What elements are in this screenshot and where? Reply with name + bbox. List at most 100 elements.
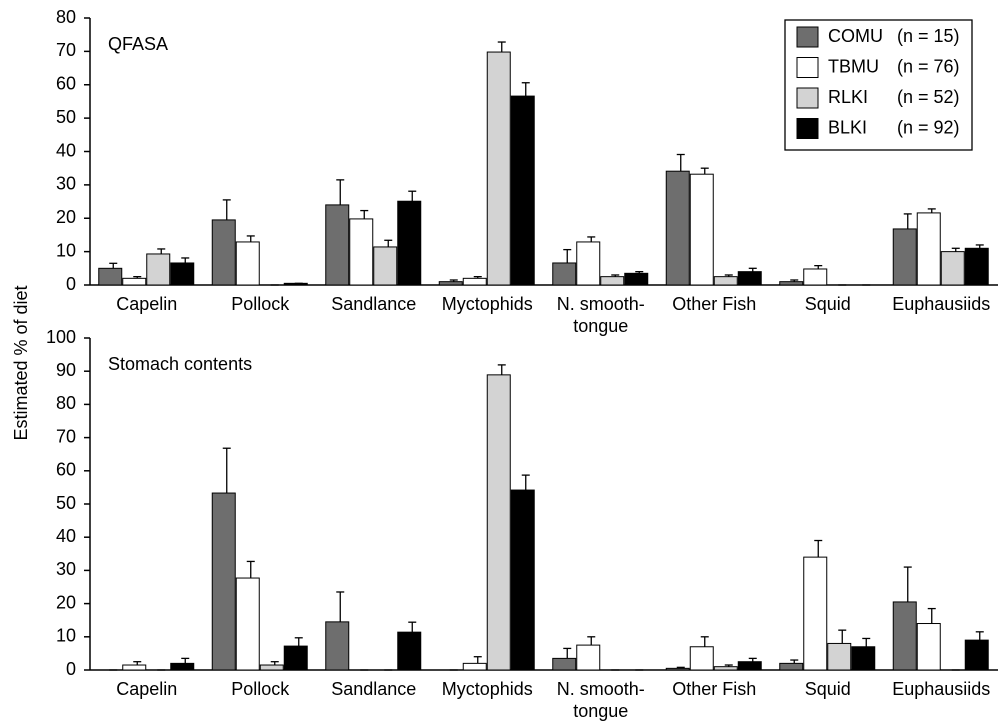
y-tick-label: 0 <box>66 659 76 679</box>
bar <box>916 212 941 286</box>
error-bar <box>927 607 936 624</box>
error-bar <box>587 636 596 646</box>
bar <box>349 218 374 286</box>
y-tick-label: 30 <box>56 174 76 194</box>
x-tick-label: Other Fish <box>672 294 756 314</box>
y-tick-label: 40 <box>56 526 76 546</box>
bar <box>235 241 260 286</box>
legend-sample-size: (n = 52) <box>897 87 960 107</box>
x-tick-label: Euphausiids <box>892 679 990 699</box>
y-tick-label: 70 <box>56 40 76 60</box>
bar <box>170 662 195 671</box>
y-tick-label: 50 <box>56 493 76 513</box>
error-bar <box>838 629 847 644</box>
bar <box>373 246 398 286</box>
error-bar <box>587 236 596 242</box>
bar <box>462 277 487 286</box>
y-tick-label: 20 <box>56 592 76 612</box>
bar <box>122 664 147 671</box>
bar <box>510 95 535 286</box>
error-bar <box>975 244 984 249</box>
bar <box>552 657 577 671</box>
x-tick-label: Pollock <box>231 679 290 699</box>
bar <box>665 667 690 671</box>
error-bar <box>563 647 572 659</box>
x-tick-label: Pollock <box>231 294 290 314</box>
error-bar <box>790 279 799 282</box>
y-tick-label: 80 <box>56 393 76 413</box>
bar <box>486 51 511 286</box>
bar <box>486 374 511 671</box>
error-bar <box>724 274 733 277</box>
bar <box>713 276 738 286</box>
bar <box>600 276 625 286</box>
error-bar <box>408 190 417 202</box>
error-bar <box>951 247 960 252</box>
error-bar <box>790 659 799 664</box>
x-tick-label: Capelin <box>116 294 177 314</box>
legend-label: RLKI <box>828 87 868 107</box>
bar <box>964 247 989 286</box>
bar <box>397 200 422 286</box>
error-bar <box>222 199 231 220</box>
error-bar <box>497 364 506 375</box>
bar <box>552 262 577 286</box>
error-bar <box>222 447 231 494</box>
x-tick-label: Capelin <box>116 679 177 699</box>
bar <box>737 661 762 671</box>
y-tick-label: 0 <box>66 274 76 294</box>
legend-sample-size: (n = 92) <box>897 117 960 137</box>
error-bar <box>473 276 482 279</box>
error-bar <box>724 664 733 667</box>
bar <box>170 262 195 286</box>
x-tick-label: N. smooth-tongue <box>557 294 645 336</box>
error-bar <box>133 276 142 279</box>
error-bar <box>408 621 417 633</box>
bar <box>438 281 463 286</box>
bar <box>689 173 714 286</box>
x-tick-label: Squid <box>805 294 851 314</box>
bar <box>892 601 917 671</box>
x-tick-label: Other Fish <box>672 679 756 699</box>
bar <box>510 489 535 671</box>
error-bar <box>336 591 345 622</box>
error-bar <box>157 248 166 254</box>
bar <box>462 662 487 671</box>
x-tick-label: Squid <box>805 679 851 699</box>
legend-label: COMU <box>828 26 883 46</box>
legend-swatch <box>796 26 819 48</box>
bar <box>779 281 804 286</box>
error-bar <box>246 235 255 242</box>
bar <box>576 644 601 671</box>
error-bar <box>521 82 530 97</box>
y-tick-label: 60 <box>56 74 76 94</box>
error-bar <box>133 661 142 666</box>
legend-swatch <box>796 87 819 109</box>
y-tick-label: 70 <box>56 426 76 446</box>
x-tick-label: Sandlance <box>331 294 416 314</box>
error-bar <box>676 666 685 669</box>
y-tick-label: 10 <box>56 626 76 646</box>
y-tick-label: 40 <box>56 140 76 160</box>
bar <box>851 646 876 671</box>
error-bar <box>521 474 530 491</box>
bar <box>892 228 917 286</box>
y-tick-label: 90 <box>56 360 76 380</box>
bar <box>665 170 690 286</box>
y-tick-label: 60 <box>56 460 76 480</box>
error-bar <box>246 560 255 579</box>
y-tick-label: 10 <box>56 240 76 260</box>
bar <box>259 664 284 671</box>
error-bar <box>384 239 393 247</box>
error-bar <box>927 208 936 213</box>
bar <box>737 271 762 286</box>
error-bar <box>635 270 644 274</box>
y-tick-label: 100 <box>46 327 76 347</box>
x-tick-label: N. smooth-tongue <box>557 679 645 721</box>
bar <box>211 492 236 671</box>
error-bar <box>473 656 482 664</box>
bar <box>964 639 989 671</box>
x-tick-label: Sandlance <box>331 679 416 699</box>
error-bar <box>611 274 620 277</box>
